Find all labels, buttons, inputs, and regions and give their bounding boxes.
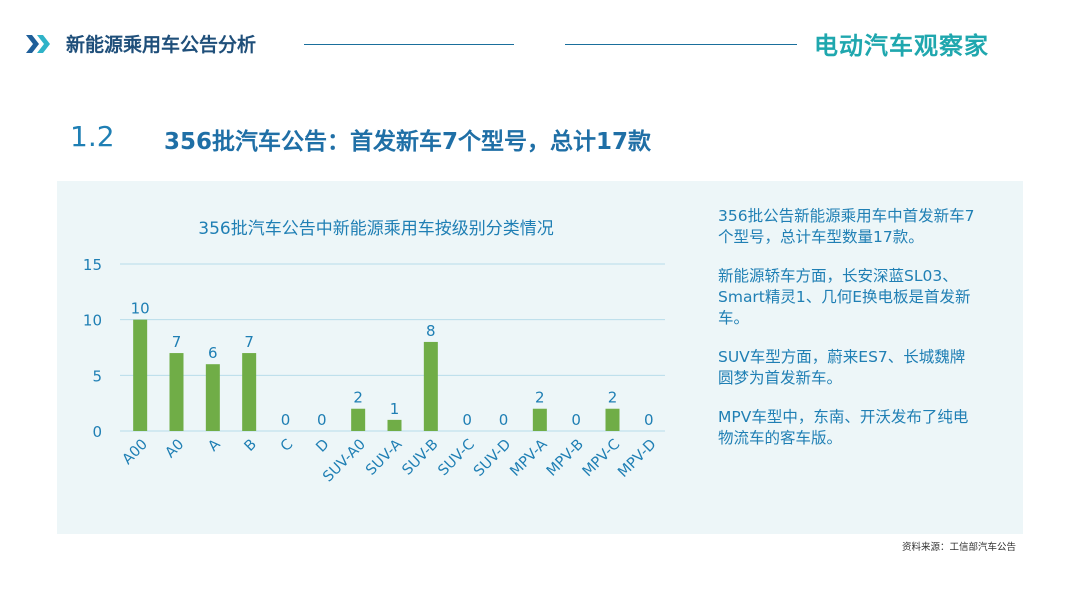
x-tick-label: SUV-C <box>435 437 478 480</box>
x-tick-label: A <box>205 436 223 454</box>
chart-panel <box>57 181 1023 534</box>
double-chevron-icon <box>26 35 50 53</box>
x-tick-label: MPV-C <box>580 437 624 481</box>
section-title: 356批汽车公告：首发新车7个型号，总计17款 <box>164 129 652 155</box>
chart-bars <box>133 319 620 431</box>
x-tick-label: MPV-D <box>615 437 659 481</box>
bar-value-label: 7 <box>172 333 182 351</box>
x-tick-label: A00 <box>120 437 151 468</box>
bar-value-label: 0 <box>462 411 472 429</box>
bar-value-label: 0 <box>317 411 327 429</box>
y-tick-label: 0 <box>92 423 102 441</box>
header-title: 新能源乘用车公告分析 <box>66 34 257 56</box>
notes-panel: 356批公告新能源乘用车中首发新车7个型号，总计车型数量17款。 新能源轿车方面… <box>718 206 980 467</box>
bar <box>532 408 547 431</box>
brand-logo: 电动汽车观察家 <box>814 32 989 60</box>
x-tick-label: MPV-B <box>544 437 587 480</box>
bar <box>169 353 184 431</box>
bar-value-label: 10 <box>131 300 150 318</box>
bar-value-label: 0 <box>644 411 654 429</box>
x-tick-label: SUV-D <box>471 437 514 480</box>
x-tick-label: A0 <box>162 437 187 462</box>
bar <box>351 408 366 431</box>
header-divider-right <box>565 44 797 45</box>
note-paragraph: 356批公告新能源乘用车中首发新车7个型号，总计车型数量17款。 <box>718 207 975 246</box>
x-tick-label: C <box>278 437 296 455</box>
bar-value-label: 7 <box>244 333 254 351</box>
bar <box>205 364 220 431</box>
bar <box>423 341 438 431</box>
bar <box>133 319 148 431</box>
bar-value-label: 2 <box>535 389 545 407</box>
bar-value-label: 2 <box>353 389 363 407</box>
chart-labels: 05101510A007A06A7B0C0D2SUV-A01SUV-A8SUV-… <box>83 256 660 485</box>
x-tick-label: SUV-A <box>363 436 405 478</box>
note-paragraph: 新能源轿车方面，长安深蓝SL03、Smart精灵1、几何E换电板是首发新车。 <box>718 267 971 327</box>
bar-value-label: 2 <box>608 389 618 407</box>
bar-value-label: 0 <box>499 411 509 429</box>
bar <box>605 408 620 431</box>
header-divider-left <box>304 44 514 45</box>
x-tick-label: SUV-B <box>400 437 442 479</box>
section-number: 1.2 <box>70 120 115 153</box>
bar-value-label: 6 <box>208 344 218 362</box>
note-paragraph: SUV车型方面，蔚来ES7、长城魏牌圆梦为首发新车。 <box>718 348 966 387</box>
y-tick-label: 10 <box>83 312 102 330</box>
chart-title: 356批汽车公告中新能源乘用车按级别分类情况 <box>198 219 553 239</box>
bar-chart: 356批汽车公告中新能源乘用车按级别分类情况 05101510A007A06A7… <box>83 219 665 485</box>
source-note: 资料来源：工信部汽车公告 <box>902 542 1017 553</box>
bar <box>242 353 257 431</box>
note-paragraph: MPV车型中，东南、开沃发布了纯电物流车的客车版。 <box>718 408 969 447</box>
bar-value-label: 8 <box>426 322 436 340</box>
bar-value-label: 0 <box>281 411 291 429</box>
y-tick-label: 15 <box>83 256 102 274</box>
x-tick-label: B <box>242 437 260 455</box>
x-tick-label: MPV-A <box>507 436 550 479</box>
bar-value-label: 1 <box>390 400 400 418</box>
bar-value-label: 0 <box>571 411 581 429</box>
bar <box>387 419 402 431</box>
x-tick-label: D <box>313 437 332 456</box>
y-tick-label: 5 <box>92 367 102 385</box>
